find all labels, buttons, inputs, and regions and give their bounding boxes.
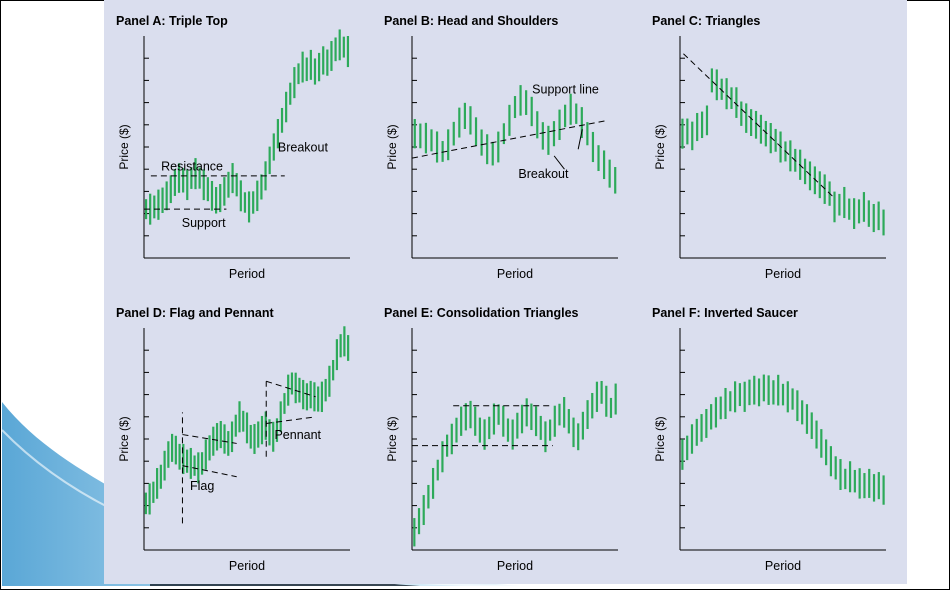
y-axis-label: Price ($) bbox=[117, 416, 131, 461]
panel-a: Panel A: Triple Top Price ($) Period Resis… bbox=[104, 0, 360, 284]
pattern-trend-line bbox=[182, 434, 237, 444]
chart-annotation: Support bbox=[182, 216, 226, 230]
y-axis-label: Price ($) bbox=[117, 124, 131, 169]
x-axis-label: Period bbox=[229, 267, 265, 281]
panel-b: Panel B: Head and Shoulders Price ($) Per… bbox=[372, 0, 628, 284]
chart-annotation: Breakout bbox=[518, 167, 569, 181]
pattern-trend-line bbox=[266, 380, 316, 398]
x-axis-label: Period bbox=[497, 267, 533, 281]
x-axis-label: Period bbox=[765, 267, 801, 281]
panel-f-title: Panel F: Inverted Saucer bbox=[652, 306, 798, 320]
y-axis-label: Price ($) bbox=[385, 124, 399, 169]
chart-annotation: Flag bbox=[190, 479, 214, 493]
panel-e: Panel E: Consolidation Triangles Price (… bbox=[372, 292, 628, 576]
panel-b-title: Panel B: Head and Shoulders bbox=[384, 14, 559, 28]
panel-e-title: Panel E: Consolidation Triangles bbox=[384, 306, 579, 320]
panel-a-title: Panel A: Triple Top bbox=[116, 14, 228, 28]
y-axis-label: Price ($) bbox=[385, 416, 399, 461]
pattern-trend-line bbox=[683, 53, 835, 199]
chart-annotation: Breakout bbox=[278, 140, 329, 154]
pattern-trend-line bbox=[266, 416, 316, 424]
panel-c-title: Panel C: Triangles bbox=[652, 14, 761, 28]
annotation-pointer-line bbox=[577, 129, 583, 150]
x-axis-label: Period bbox=[497, 559, 533, 573]
panel-c: Panel C: Triangles Price ($) Period bbox=[640, 0, 896, 284]
x-axis-label: Period bbox=[229, 559, 265, 573]
y-axis-label: Price ($) bbox=[653, 124, 667, 169]
panel-d-title: Panel D: Flag and Pennant bbox=[116, 306, 274, 320]
chart-annotation: Support line bbox=[532, 83, 599, 97]
annotation-pointer-line bbox=[553, 155, 565, 170]
x-axis-label: Period bbox=[765, 559, 801, 573]
pattern-trend-line bbox=[411, 119, 608, 159]
y-axis-label: Price ($) bbox=[653, 416, 667, 461]
panel-d: Panel D: Flag and Pennant Price ($) Perio… bbox=[104, 292, 360, 576]
chart-annotation: Pennant bbox=[274, 428, 321, 442]
panel-f: Panel F: Inverted Saucer Price ($) Period bbox=[640, 292, 896, 576]
chart-figure: Panel A: Triple Top Price ($) Period Resis… bbox=[104, 0, 907, 584]
chart-annotation: Resistance bbox=[161, 159, 223, 173]
